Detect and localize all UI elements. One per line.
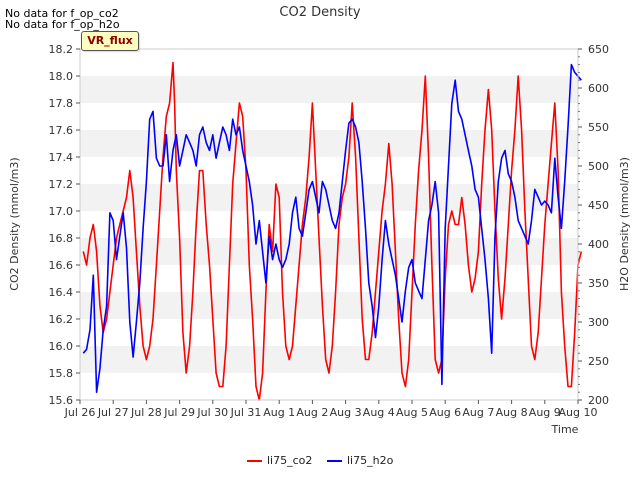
x-axis-label: Time <box>551 423 579 436</box>
x-tick-label: Aug 9 <box>529 406 561 419</box>
y-tick-label-right: 350 <box>588 277 609 290</box>
y-tick-label-right: 400 <box>588 238 609 251</box>
y-axis-label-left: CO2 Density (mmol/m3) <box>8 157 21 290</box>
y-axis-label-right: H2O Density (mmol/m3) <box>618 157 631 291</box>
y-tick-label-left: 16.6 <box>49 259 74 272</box>
no-data-note-co2: No data for f_op_co2 <box>5 7 119 20</box>
y-tick-label-right: 550 <box>588 121 609 134</box>
x-tick-label: Aug 2 <box>296 406 328 419</box>
y-tick-label-right: 600 <box>588 82 609 95</box>
x-tick-label: Aug 1 <box>263 406 295 419</box>
x-tick-label: Aug 10 <box>559 406 598 419</box>
y-tick-label-left: 15.6 <box>49 394 74 407</box>
x-tick-label: Jul 28 <box>130 406 162 419</box>
y-tick-label-left: 18.0 <box>49 70 74 83</box>
y-tick-label-left: 17.6 <box>49 124 74 137</box>
y-tick-label-left: 17.2 <box>49 178 74 191</box>
y-tick-label-left: 16.4 <box>49 286 74 299</box>
y-tick-label-left: 16.2 <box>49 313 74 326</box>
series-line-li75_co2 <box>82 61 583 401</box>
chart-title: CO2 Density <box>279 5 360 20</box>
x-tick-label: Jul 29 <box>163 406 195 419</box>
y-tick-label-left: 16.0 <box>49 340 74 353</box>
y-tick-label-right: 650 <box>588 43 609 56</box>
x-tick-label: Aug 6 <box>429 406 461 419</box>
y-tick-label-right: 300 <box>588 316 609 329</box>
y-tick-label-left: 15.8 <box>49 367 74 380</box>
y-tick-label-right: 200 <box>588 394 609 407</box>
grid-band <box>80 292 578 319</box>
series-line-li75_h2o <box>82 63 582 393</box>
y-tick-label-right: 500 <box>588 160 609 173</box>
vr-flux-badge: VR_flux <box>81 31 139 51</box>
x-tick-label: Jul 31 <box>230 406 262 419</box>
grid-band <box>80 76 578 103</box>
legend-label-co2: li75_co2 <box>267 454 313 467</box>
x-tick-label: Aug 5 <box>396 406 428 419</box>
plot-frame <box>79 48 579 401</box>
y-tick-label-right: 450 <box>588 199 609 212</box>
y-tick-label-left: 18.2 <box>49 43 74 56</box>
y-tick-label-left: 16.8 <box>49 232 74 245</box>
x-tick-label: Aug 8 <box>496 406 528 419</box>
legend-swatch-h2o <box>327 460 342 462</box>
x-tick-label: Aug 7 <box>462 406 494 419</box>
x-tick-label: Jul 30 <box>196 406 228 419</box>
grid-band <box>80 238 578 265</box>
x-tick-label: Jul 27 <box>97 406 129 419</box>
x-tick-label: Aug 3 <box>330 406 362 419</box>
x-tick-label: Aug 4 <box>363 406 395 419</box>
legend-item-h2o: li75_h2o <box>327 452 393 472</box>
y-tick-label-right: 250 <box>588 355 609 368</box>
y-tick-label-left: 17.8 <box>49 97 74 110</box>
y-tick-label-left: 17.0 <box>49 205 74 218</box>
legend-label-h2o: li75_h2o <box>347 454 394 467</box>
y-tick-label-left: 17.4 <box>49 151 74 164</box>
legend-item-co2: li75_co2 <box>247 452 312 472</box>
legend-swatch-co2 <box>247 460 262 462</box>
legend: li75_co2 li75_h2o <box>0 452 640 472</box>
x-tick-label: Jul 26 <box>64 406 96 419</box>
no-data-note-h2o: No data for f_op_h2o <box>5 18 120 31</box>
